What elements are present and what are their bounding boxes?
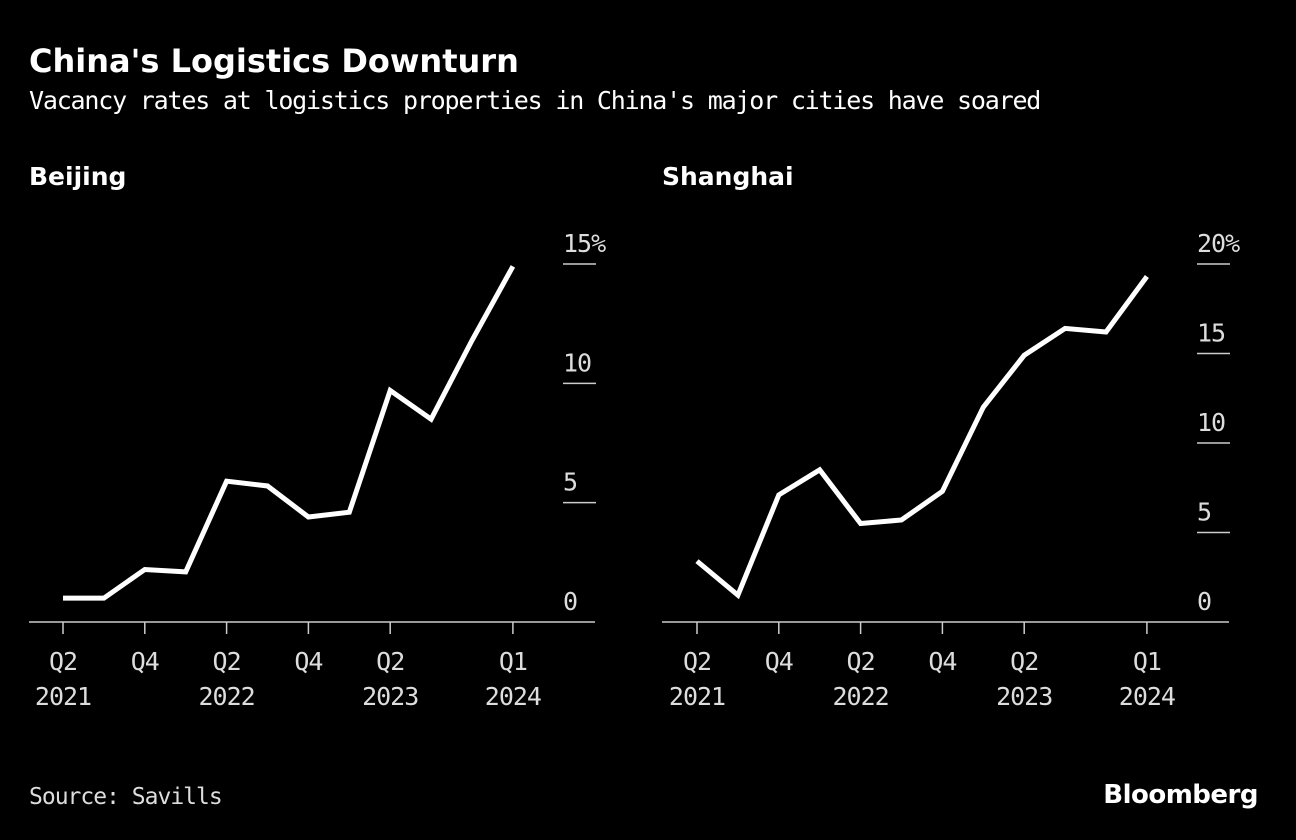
beijing-x-tick-year: 2023 [362, 682, 418, 711]
beijing-x-tick-year: 2022 [198, 682, 254, 711]
shanghai-x-tick-label: Q1 [1133, 647, 1161, 676]
beijing-x-tick-label: Q2 [49, 647, 77, 676]
beijing-y-tick-label: 0 [563, 587, 577, 616]
shanghai-y-tick-label: 0 [1197, 587, 1211, 616]
shanghai-x-tick-label: Q4 [928, 647, 956, 676]
shanghai-y-tick-label: 20% [1197, 229, 1240, 258]
shanghai-y-tick-label: 15 [1197, 319, 1225, 348]
beijing-panel-title: Beijing [29, 162, 127, 191]
source-note: Source: Savills [29, 784, 223, 810]
bloomberg-logo: Bloomberg [1103, 780, 1258, 810]
shanghai-x-tick-year: 2022 [832, 682, 888, 711]
beijing-x-tick-label: Q4 [131, 647, 159, 676]
beijing-x-tick-year: 2024 [485, 682, 541, 711]
shanghai-y-tick-label: 5 [1197, 498, 1211, 527]
shanghai-vacancy-line [695, 275, 1149, 600]
beijing-x-tick-label: Q2 [376, 647, 404, 676]
shanghai-x-tick-year: 2021 [669, 682, 725, 711]
shanghai-x-tick-label: Q2 [683, 647, 711, 676]
chart-subtitle: Vacancy rates at logistics properties in… [29, 86, 1041, 115]
beijing-vacancy-line [63, 265, 516, 601]
beijing-y-tick-label: 15% [563, 229, 606, 258]
beijing-y-tick-label: 10 [563, 348, 591, 377]
shanghai-y-tick-label: 10 [1197, 408, 1225, 437]
chart-title: China's Logistics Downturn [29, 42, 519, 80]
shanghai-x-tick-label: Q4 [765, 647, 793, 676]
beijing-x-tick-label: Q2 [213, 647, 241, 676]
beijing-x-tick-year: 2021 [35, 682, 91, 711]
shanghai-panel-title: Shanghai [662, 162, 794, 191]
beijing-x-tick-label: Q1 [499, 647, 527, 676]
shanghai-x-tick-year: 2023 [996, 682, 1052, 711]
beijing-x-tick-label: Q4 [294, 647, 322, 676]
shanghai-x-tick-year: 2024 [1119, 682, 1175, 711]
shanghai-x-tick-label: Q2 [1010, 647, 1038, 676]
beijing-y-tick-label: 5 [563, 468, 577, 497]
shanghai-x-tick-label: Q2 [847, 647, 875, 676]
